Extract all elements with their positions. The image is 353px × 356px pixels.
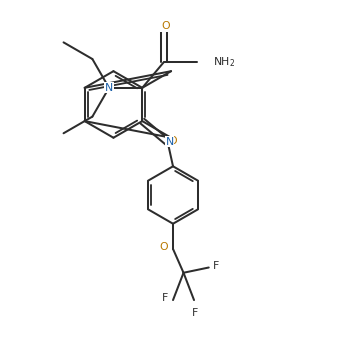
Text: F: F bbox=[213, 261, 220, 271]
Text: N: N bbox=[105, 83, 113, 93]
Text: O: O bbox=[159, 242, 168, 252]
Text: O: O bbox=[168, 136, 177, 146]
Text: O: O bbox=[161, 21, 170, 31]
Text: NH$_2$: NH$_2$ bbox=[213, 55, 235, 69]
Text: F: F bbox=[192, 308, 198, 318]
Text: F: F bbox=[162, 293, 168, 303]
Text: N: N bbox=[166, 137, 174, 147]
